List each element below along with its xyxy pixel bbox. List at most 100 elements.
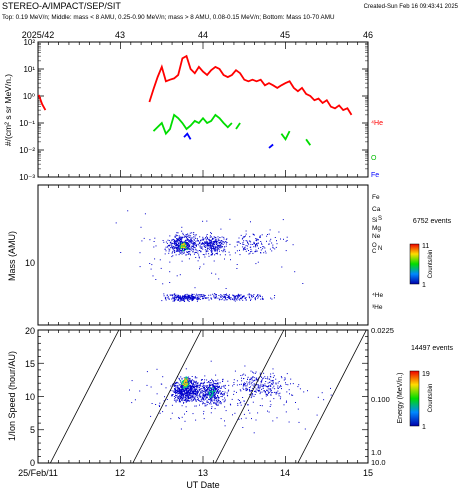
bottom-point [266,386,268,387]
bottom-point [209,383,211,385]
middle-point [179,236,181,238]
bottom-point [213,397,215,399]
middle-point [220,296,222,298]
bottom-point [204,403,206,405]
bottom-point [245,388,247,390]
bottom-point [211,383,213,385]
bottom-point [261,391,263,393]
middle-point-hot [181,244,183,246]
bottom-point [252,394,254,396]
bottom-point [210,400,211,402]
bottom-point [263,384,264,386]
middle-point [224,241,226,242]
middle-point [212,293,214,295]
middle-point [141,240,143,242]
bottom-point [182,384,184,386]
middle-point [169,282,171,283]
bottom-point [175,394,177,396]
bottom-point [180,395,182,397]
bottom-point [190,393,192,395]
bottom-point [180,391,182,393]
middle-point [176,247,178,249]
bottom-point [250,378,252,380]
bottom-point [223,394,225,396]
bottom-point [280,384,282,386]
bottom-point [171,395,173,396]
bottom-point [182,397,184,399]
middle-point [197,260,199,262]
bottom-point [240,401,242,403]
middle-point [181,299,183,301]
middle-point [245,250,247,252]
middle-point [186,293,188,295]
bottom-point [257,377,259,379]
middle-point [240,297,242,299]
middle-point [178,254,180,256]
middle-point [252,244,254,245]
middle-point [214,237,216,238]
middle-point [164,296,166,298]
middle-point [243,295,245,297]
bottom-point [298,384,300,386]
middle-point [236,295,238,297]
middle-point [250,241,252,243]
created-timestamp: Created-Sun Feb 16 09:43:41 2025 [364,4,459,10]
middle-point [195,240,197,242]
middle-point [252,252,254,254]
middle-point [234,295,236,297]
middle-point [172,295,174,297]
bottom-point [217,396,219,398]
middle-scatter-points [115,210,304,302]
bottom-point [253,432,255,434]
middle-point [234,300,236,302]
middle-point [197,295,199,297]
middle-point [193,293,195,295]
middle-point [192,245,194,247]
middle-point [166,297,168,299]
bottom-point [213,403,215,404]
middle-point [196,245,197,246]
middle-point [115,222,117,224]
middle-point [169,261,171,263]
middle-point [185,297,187,299]
middle-point [181,248,183,250]
middle-point [266,240,267,242]
bottom-point [199,385,201,387]
middle-point [260,298,262,300]
bottom-point [184,398,186,400]
bottom-point [216,391,218,393]
bottom-point [131,380,133,382]
middle-point [179,240,181,242]
middle-point [188,300,190,302]
middle-point [219,242,221,244]
bottom-velocity-dispersion-lines [50,329,367,464]
middle-point [237,296,239,298]
bottom-point [200,392,202,394]
bottom-point [160,383,162,385]
middle-point [153,241,155,242]
middle-point [169,249,171,251]
bottom-point [150,415,152,417]
bottom-point [286,391,288,393]
middle-point [254,251,256,253]
bottom-point [210,387,212,389]
middle-point [160,267,162,269]
bottom-point [203,418,205,420]
middle-point [244,298,246,299]
middle-point [203,239,204,241]
bottom-point [181,385,183,386]
bottom-point [252,401,254,403]
bottom-point [277,382,279,384]
bottom-point [258,387,260,389]
middle-point [211,254,213,256]
colorbar-2 [409,370,420,427]
middle-point [174,295,176,297]
bottom-point [182,388,184,390]
middle-point [236,296,238,298]
bottom-point [197,389,199,391]
middle-point [196,239,198,241]
bottom-point [199,401,201,402]
bottom-point [203,395,205,397]
middle-point [192,248,194,250]
middle-point [226,297,228,298]
